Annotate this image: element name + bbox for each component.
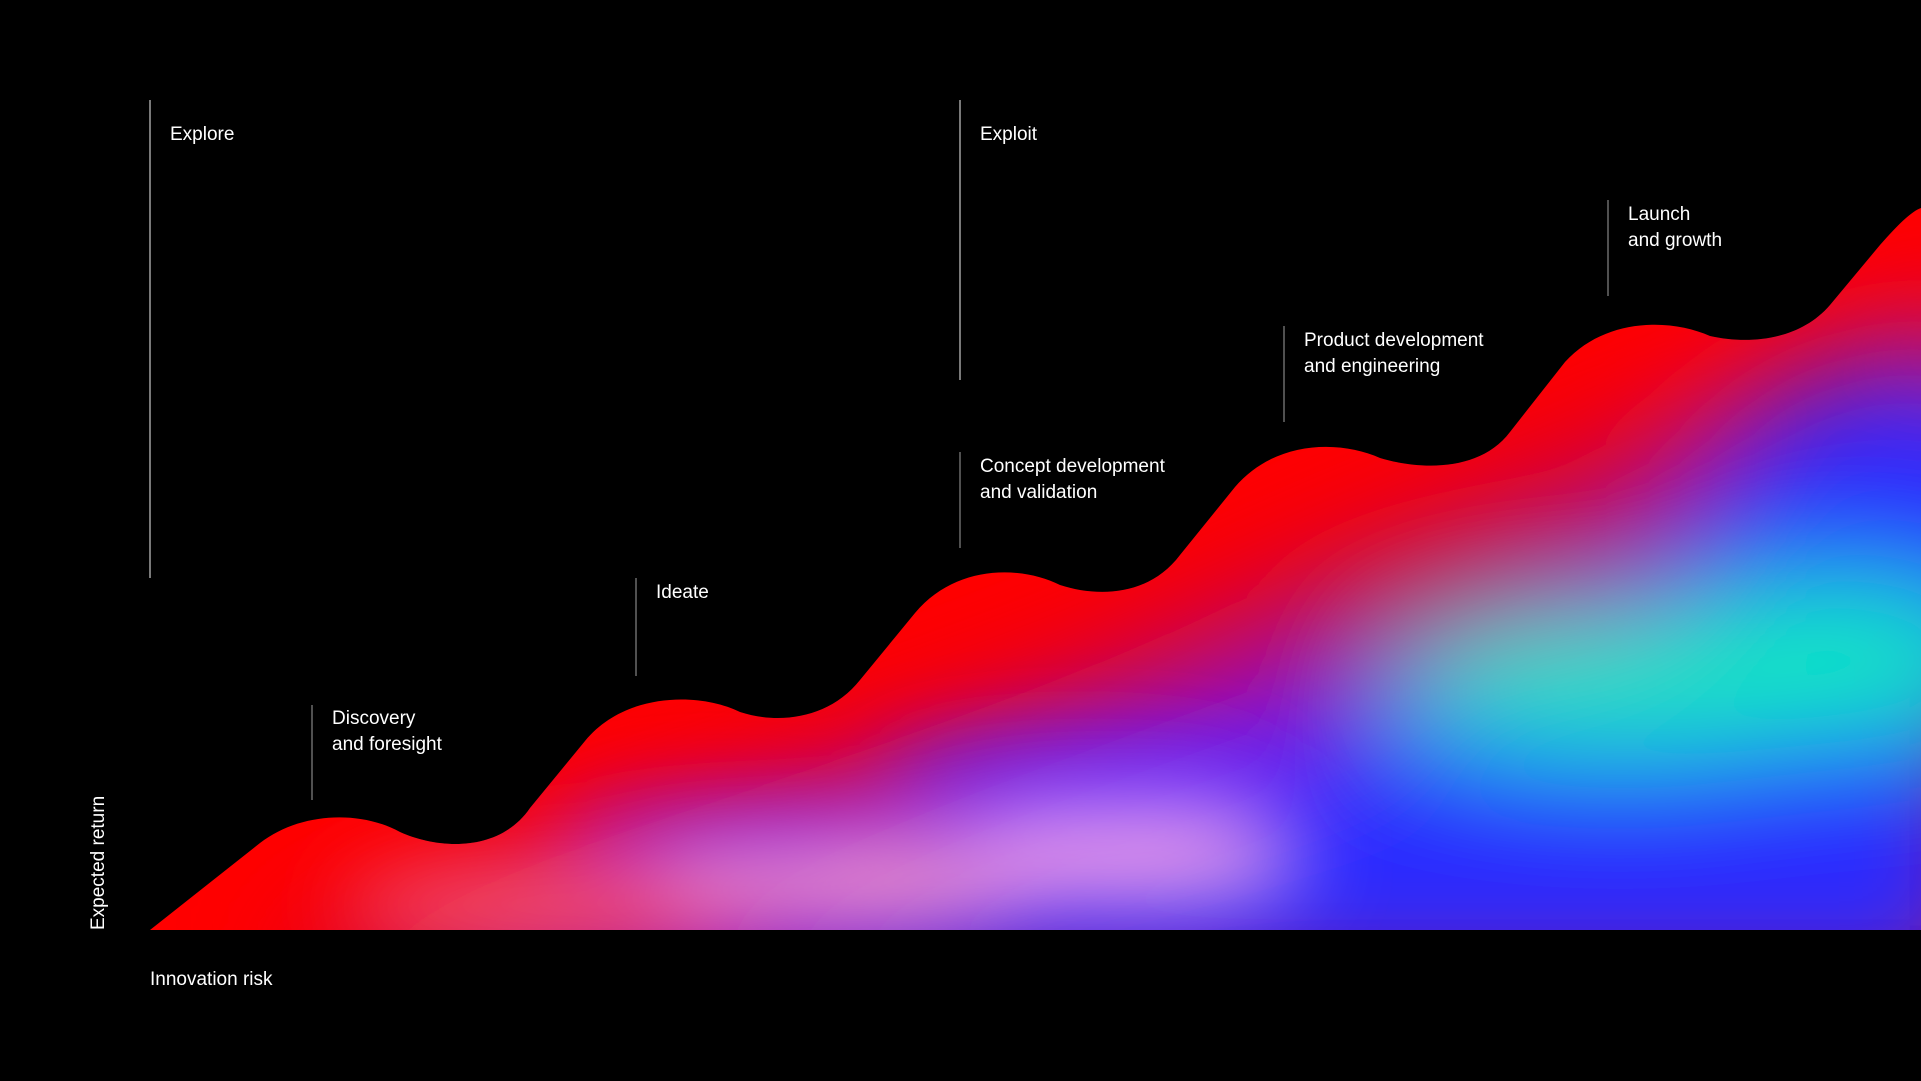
exploit-phase-bracket: Exploit xyxy=(959,99,1690,380)
stage-product: Product development and engineering xyxy=(1283,326,1484,422)
stage-product-line-2: and engineering xyxy=(1304,356,1440,377)
stage-concept: Concept development and validation xyxy=(959,452,1166,548)
y-axis-label: Expected return xyxy=(88,796,109,930)
x-axis-label: Innovation risk xyxy=(150,969,273,990)
stage-concept-line-2: and validation xyxy=(980,482,1097,503)
explore-phase-label: Explore xyxy=(170,124,234,145)
stage-discovery-line-1: Discovery xyxy=(332,708,416,729)
stage-discovery: Discovery and foresight xyxy=(311,705,443,800)
stage-product-line-1: Product development xyxy=(1304,330,1484,351)
stage-concept-line-1: Concept development xyxy=(980,456,1166,477)
stage-discovery-line-2: and foresight xyxy=(332,734,443,755)
stage-launch: Launch and growth xyxy=(1607,200,1722,296)
stage-launch-line-2: and growth xyxy=(1628,230,1722,251)
exploit-phase-label: Exploit xyxy=(980,124,1038,145)
explore-phase-bracket: Explore xyxy=(149,99,860,578)
stage-ideate-line-1: Ideate xyxy=(656,582,709,603)
stage-ideate: Ideate xyxy=(635,578,709,676)
stage-launch-line-1: Launch xyxy=(1628,204,1690,225)
